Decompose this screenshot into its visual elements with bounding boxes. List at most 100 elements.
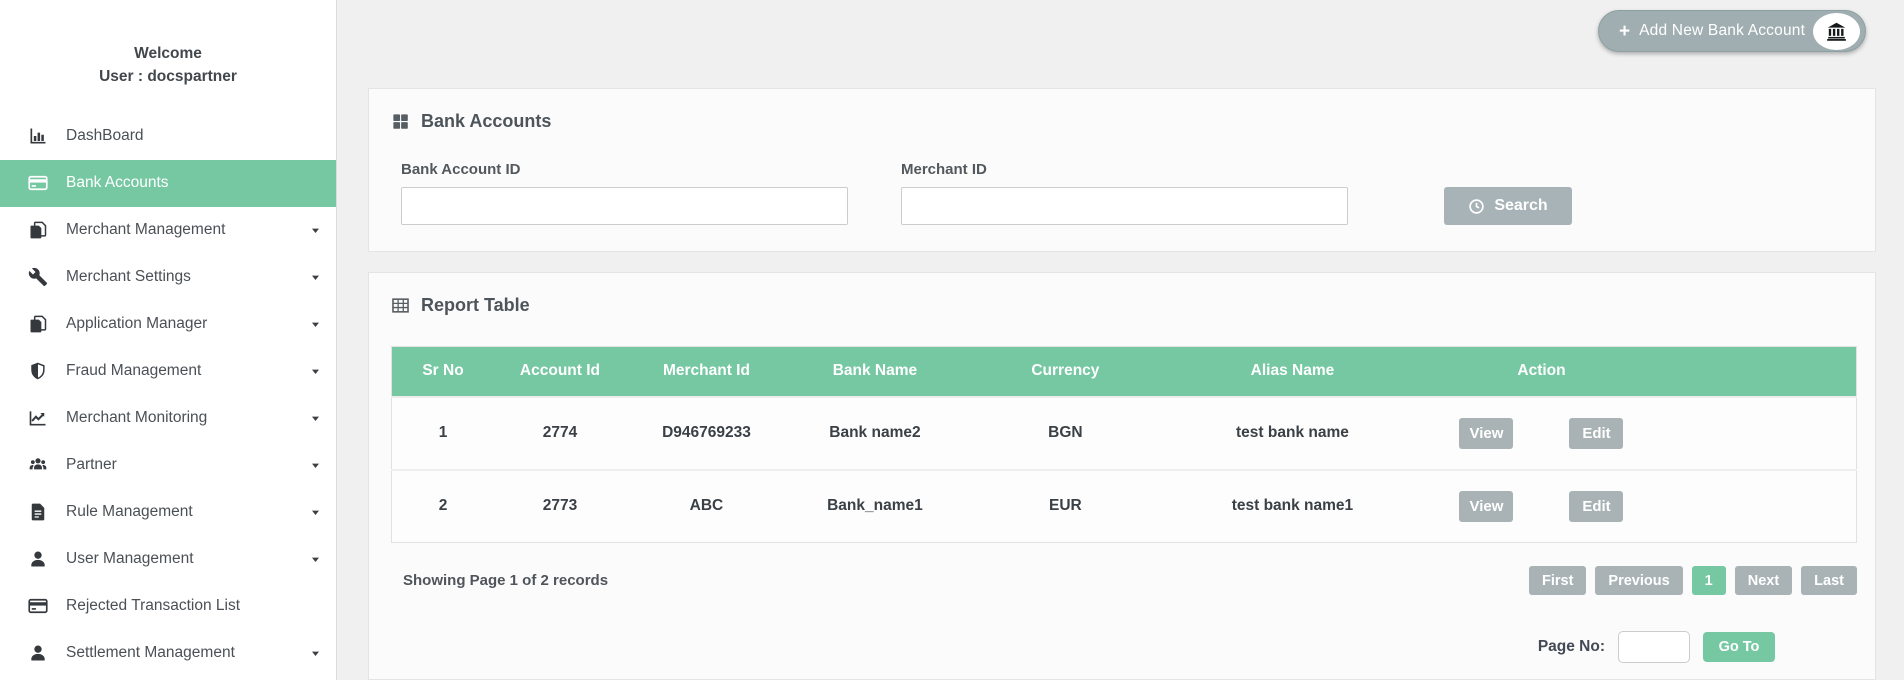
sidebar-item-label: User Management bbox=[66, 550, 194, 567]
cell-action: View Edit bbox=[1416, 468, 1857, 543]
clock-icon bbox=[1468, 198, 1485, 215]
panel-title-text: Bank Accounts bbox=[421, 111, 552, 131]
edit-button[interactable]: Edit bbox=[1569, 490, 1624, 522]
sidebar-item-label: Settlement Management bbox=[66, 644, 235, 661]
cell-merchant-id: ABC bbox=[625, 468, 788, 543]
cell-sr-no: 2 bbox=[391, 468, 495, 543]
credit-card-icon bbox=[27, 173, 49, 193]
pagination-next-button[interactable]: Next bbox=[1734, 566, 1793, 595]
sidebar-item-label: Merchant Management bbox=[66, 221, 226, 238]
cell-merchant-id: D946769233 bbox=[625, 395, 788, 470]
cell-alias-name: test bank name1 bbox=[1167, 468, 1417, 543]
bank-account-id-input[interactable] bbox=[401, 187, 848, 225]
report-table-body: 1 2774 D946769233 Bank name2 BGN test bank na… bbox=[391, 395, 1857, 543]
pagination-first-button[interactable]: First bbox=[1528, 566, 1587, 595]
sidebar-item-label: Rule Management bbox=[66, 503, 193, 520]
line-chart-icon bbox=[27, 408, 49, 428]
caret-down-icon bbox=[309, 553, 322, 566]
caret-down-icon bbox=[309, 647, 322, 660]
add-new-bank-account-button[interactable]: + Add New Bank Account bbox=[1598, 10, 1866, 52]
column-header-alias-name: Alias Name bbox=[1167, 346, 1417, 397]
table-footer: Showing Page 1 of 2 records First Previou… bbox=[391, 566, 1857, 595]
pagination-1-button[interactable]: 1 bbox=[1691, 566, 1726, 595]
sidebar-item-label: Merchant Settings bbox=[66, 268, 191, 285]
sidebar-item-label: Rejected Transaction List bbox=[66, 597, 241, 614]
sidebar-item-label: Application Manager bbox=[66, 315, 208, 332]
header-row: Sr No Account Id Merchant Id Bank Name Curre… bbox=[391, 346, 1857, 397]
sidebar-item-dashboard[interactable]: DashBoard bbox=[0, 113, 336, 160]
pagination-previous-button[interactable]: Previous bbox=[1595, 566, 1683, 595]
page-no-label: Page No: bbox=[1537, 638, 1605, 655]
cell-bank-name: Bank_name1 bbox=[787, 468, 963, 543]
caret-down-icon bbox=[309, 271, 322, 284]
caret-down-icon bbox=[309, 365, 322, 378]
wrench-icon bbox=[27, 267, 49, 287]
sidebar-item-user-management[interactable]: User Management bbox=[0, 536, 336, 583]
goto-page-row: Page No: Go To bbox=[1538, 631, 1775, 663]
cell-currency: EUR bbox=[962, 468, 1168, 543]
sidebar-item-partner[interactable]: Partner bbox=[0, 442, 336, 489]
column-header-merchant-id: Merchant Id bbox=[625, 346, 788, 397]
cell-account-id: 2773 bbox=[494, 468, 626, 543]
sidebar-item-application-manager[interactable]: Application Manager bbox=[0, 301, 336, 348]
view-button[interactable]: View bbox=[1459, 490, 1514, 522]
welcome-block: Welcome User : docspartner bbox=[0, 0, 336, 89]
search-button[interactable]: Search bbox=[1444, 187, 1572, 225]
report-table-panel-title: Report Table bbox=[391, 295, 1875, 316]
sidebar-item-rejected-transaction-list[interactable]: Rejected Transaction List bbox=[0, 583, 336, 630]
column-header-action: Action bbox=[1416, 346, 1857, 397]
user-icon bbox=[27, 643, 49, 663]
sidebar-item-merchant-monitoring[interactable]: Merchant Monitoring bbox=[0, 395, 336, 442]
sidebar-item-label: Partner bbox=[66, 456, 117, 473]
cell-sr-no: 1 bbox=[391, 395, 495, 470]
sidebar-item-merchant-settings[interactable]: Merchant Settings bbox=[0, 254, 336, 301]
table-icon bbox=[391, 296, 410, 315]
go-to-button[interactable]: Go To bbox=[1703, 632, 1775, 662]
pagination-last-button[interactable]: Last bbox=[1801, 566, 1857, 595]
records-summary: Showing Page 1 of 2 records bbox=[403, 572, 609, 589]
bank-account-id-field: Bank Account ID bbox=[401, 161, 848, 225]
sidebar-item-label: Bank Accounts bbox=[66, 174, 169, 191]
shield-icon bbox=[27, 361, 49, 381]
caret-down-icon bbox=[309, 224, 322, 237]
sidebar-item-fraud-management[interactable]: Fraud Management bbox=[0, 348, 336, 395]
sidebar-item-rule-management[interactable]: Rule Management bbox=[0, 489, 336, 536]
file-icon bbox=[27, 502, 49, 522]
sidebar-item-bank-accounts[interactable]: Bank Accounts bbox=[0, 159, 336, 207]
action-buttons: View Edit bbox=[1417, 490, 1666, 522]
sidebar-item-label: DashBoard bbox=[66, 127, 144, 144]
report-table-panel: Report Table Sr No Account Id Merchant Id B… bbox=[368, 272, 1876, 680]
view-button[interactable]: View bbox=[1459, 417, 1514, 449]
column-header-sr-no: Sr No bbox=[391, 346, 495, 397]
bank-icon bbox=[1813, 12, 1860, 50]
caret-down-icon bbox=[309, 459, 322, 472]
grid-icon bbox=[391, 112, 410, 131]
cell-action: View Edit bbox=[1416, 395, 1857, 470]
sidebar-item-label: Fraud Management bbox=[66, 362, 202, 379]
edit-button[interactable]: Edit bbox=[1569, 417, 1624, 449]
action-buttons: View Edit bbox=[1417, 417, 1666, 449]
cell-alias-name: test bank name bbox=[1167, 395, 1417, 470]
sidebar-item-label: Merchant Monitoring bbox=[66, 409, 208, 426]
credit-card-icon bbox=[27, 596, 49, 616]
sidebar-item-merchant-management[interactable]: Merchant Management bbox=[0, 207, 336, 254]
report-table: Sr No Account Id Merchant Id Bank Name Curre… bbox=[391, 346, 1857, 543]
page-no-input[interactable] bbox=[1618, 631, 1690, 663]
search-form: Bank Account ID Merchant ID Search bbox=[401, 161, 1572, 225]
welcome-user: User : docspartner bbox=[99, 68, 237, 86]
pagination: First Previous 1 Next Last bbox=[1528, 566, 1857, 595]
column-header-bank-name: Bank Name bbox=[787, 346, 963, 397]
caret-down-icon bbox=[309, 318, 322, 331]
copy-icon bbox=[27, 220, 49, 240]
caret-down-icon bbox=[309, 412, 322, 425]
welcome-title: Welcome bbox=[134, 45, 202, 62]
sidebar: Welcome User : docspartner DashBoard Bank… bbox=[0, 0, 337, 680]
cell-bank-name: Bank name2 bbox=[787, 395, 963, 470]
sidebar-menu: DashBoard Bank Accounts Merchant Managemen… bbox=[0, 113, 336, 677]
column-header-account-id: Account Id bbox=[494, 346, 626, 397]
merchant-id-input[interactable] bbox=[901, 187, 1348, 225]
plus-icon: + bbox=[1619, 20, 1631, 42]
sidebar-item-settlement-management[interactable]: Settlement Management bbox=[0, 630, 336, 677]
bank-accounts-panel: Bank Accounts Bank Account ID Merchant I… bbox=[368, 88, 1876, 252]
column-header-currency: Currency bbox=[962, 346, 1168, 397]
